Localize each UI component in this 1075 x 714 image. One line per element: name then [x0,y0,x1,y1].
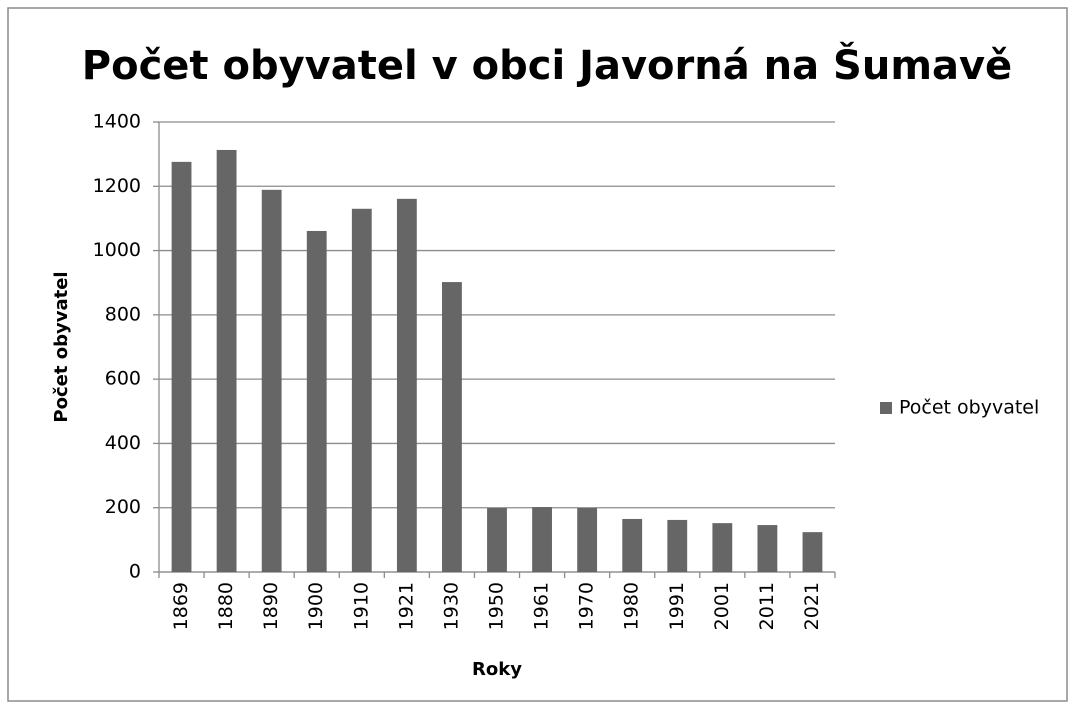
bar [757,525,778,572]
x-tick-label: 1950 [486,582,508,630]
x-tick-label: 1900 [305,582,327,630]
bar [487,508,507,572]
x-tick-label: 1961 [531,582,553,630]
x-tick-label: 1980 [621,582,643,630]
x-tick-label: 1890 [260,582,282,630]
bar [396,198,417,573]
x-tick-label: 2011 [756,582,778,630]
x-tick-label: 2001 [711,582,733,630]
bar [532,507,552,572]
x-axis-label: Roky [472,659,522,680]
bar [667,519,688,572]
x-tick-label: 2021 [801,582,823,630]
bar [712,523,733,572]
y-axis-label: Počet obyvatel [51,271,72,422]
bar [216,149,237,572]
legend-swatch [880,402,892,414]
y-tick-label: 800 [105,303,141,325]
legend-label: Počet obyvatel [899,397,1039,419]
chart-title: Počet obyvatel v obci Javorná na Šumavě [82,41,1012,89]
x-tick-label: 1880 [215,582,237,630]
y-tick-label: 200 [105,496,141,518]
bar [577,508,598,572]
bar [622,518,643,572]
bar [351,208,372,573]
y-tick-label: 1000 [93,239,141,261]
bar [802,532,823,572]
x-tick-label: 1921 [395,582,417,630]
x-tick-label: 1930 [440,582,462,630]
bar [442,282,462,572]
x-tick-label: 1991 [666,582,688,630]
bar [306,230,327,572]
x-tick-label: 1869 [170,582,192,630]
y-tick-label: 400 [105,432,141,454]
x-tick-label: 1970 [576,582,598,630]
y-tick-label: 1400 [93,111,141,133]
y-tick-label: 600 [105,368,141,390]
bar [171,161,192,572]
bar [261,189,282,573]
y-tick-label: 1200 [93,175,141,197]
x-tick-label: 1910 [350,582,372,630]
y-tick-label: 0 [129,561,141,583]
